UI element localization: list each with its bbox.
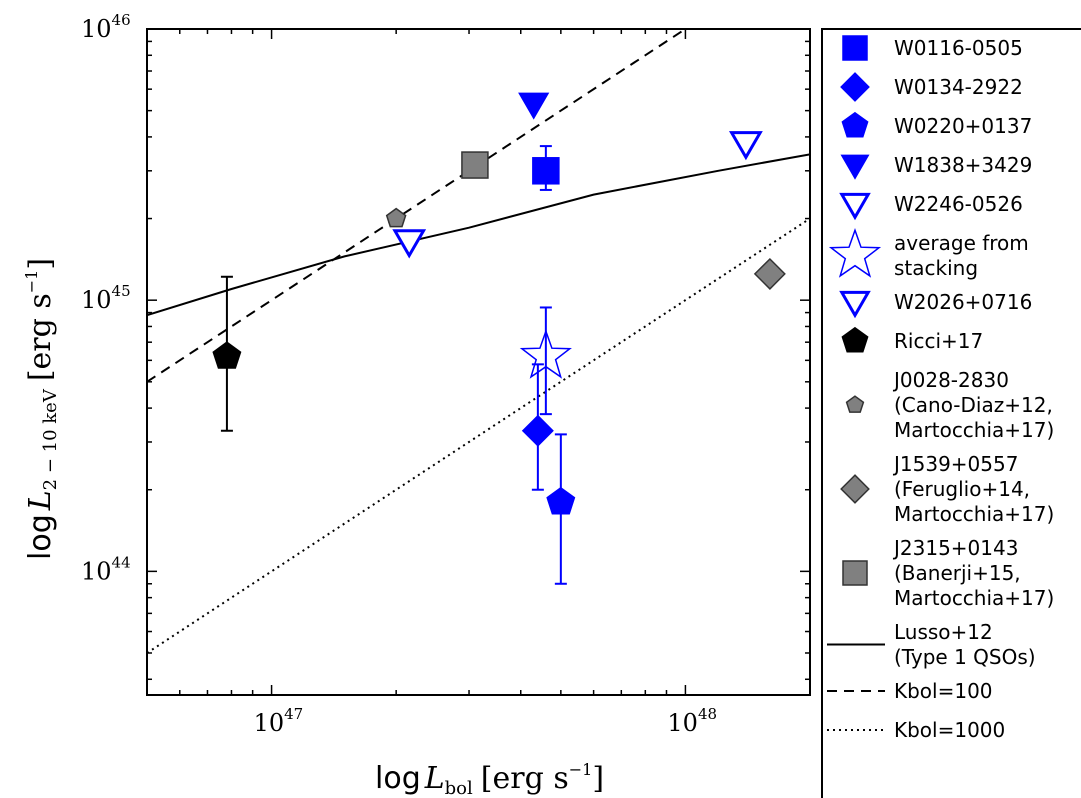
legend-triangle_down-icon [839, 290, 871, 319]
legend-label: (Cano-Diaz+12, [894, 393, 1053, 417]
legend-item-w1838-3429: W1838+3429 [840, 153, 1032, 180]
legend-label: Martocchia+17) [894, 418, 1054, 442]
legend-item-w2026-0716: W2026+0716 [839, 290, 1032, 319]
legend-item-j1539-0557: J1539+0557(Feruglio+14,Martocchia+17) [840, 452, 1054, 526]
legend-item-j0028-2830: J0028-2830(Cano-Diaz+12,Martocchia+17) [845, 368, 1054, 442]
legend-triangle_down-icon [839, 192, 871, 221]
data-points [212, 92, 786, 585]
line-lusso-12 [147, 153, 810, 317]
plot-frame [146, 28, 811, 696]
legend-label: stacking [894, 256, 978, 280]
legend-label: W0220+0137 [894, 114, 1032, 138]
point-w0116-0505 [532, 145, 560, 191]
legend: W0116-0505 W0134-2922 W0220+0137 W1838+3429… [821, 28, 1081, 798]
marker-w1838-3429 [518, 92, 550, 120]
marker-w0220-0137 [546, 486, 576, 515]
legend-item-lusso-12: Lusso+12(Type 1 QSOs) [827, 620, 1036, 669]
legend-label: (Feruglio+14, [894, 477, 1030, 501]
point-w1838-3429 [518, 92, 550, 120]
y-tick-label: 1046 [81, 11, 131, 43]
legend-label: Lusso+12 [894, 620, 993, 644]
x-axis-title: log Lbol [erg s−1] [375, 760, 604, 798]
marker-w0116-0505 [532, 157, 560, 185]
x-tick-label: 1048 [667, 705, 717, 737]
legend-label: Kbol=100 [894, 679, 993, 703]
legend-item-j2315-0143: J2315+0143(Banerji+15,Martocchia+17) [842, 536, 1054, 610]
point-w2246-0526 [728, 131, 763, 161]
x-tick-label: 1047 [254, 705, 304, 737]
point-average-from-stacking [519, 306, 572, 416]
marker-w2026-0716 [392, 229, 427, 259]
point-w0220-0137 [546, 433, 576, 585]
legend-label: (Banerji+15, [894, 561, 1021, 585]
marker-ricci-17 [212, 341, 242, 369]
legend-pentagon-icon [841, 326, 869, 353]
marker-w0134-2922 [521, 414, 554, 447]
legend-pentagon-icon [845, 395, 865, 413]
marker-j2315-0143 [461, 151, 489, 179]
line-kbol-100 [147, 29, 686, 383]
legend-item-ricci-17: Ricci+17 [841, 326, 983, 353]
legend-item-w0134-2922: W0134-2922 [840, 72, 1023, 102]
legend-label: W2026+0716 [894, 290, 1032, 314]
point-j1539-0557 [753, 257, 786, 290]
legend-label: J2315+0143 [892, 536, 1018, 560]
legend-item-w0220-0137: W0220+0137 [841, 111, 1032, 138]
point-w0134-2922 [521, 363, 554, 491]
point-j0028-2830 [385, 207, 407, 228]
legend-label: W2246-0526 [894, 192, 1023, 216]
y-axis-title: logL2 − 10 keV[erg s−1] [22, 258, 61, 560]
point-ricci-17 [212, 275, 242, 432]
legend-diamond-icon [840, 474, 870, 504]
legend-label: W0134-2922 [894, 75, 1023, 99]
legend-star-icon [828, 228, 882, 278]
legend-label: Ricci+17 [894, 329, 983, 353]
legend-pentagon-icon [841, 111, 869, 138]
legend-label: Kbol=1000 [894, 718, 1005, 742]
legend-label: average from [894, 231, 1029, 255]
point-w2026-0716 [392, 229, 427, 259]
reference-lines [147, 29, 810, 654]
y-tick-label: 1044 [81, 553, 131, 585]
legend-item-w2246-0526: W2246-0526 [839, 192, 1023, 221]
legend-item-kbol-1000: Kbol=1000 [827, 718, 1005, 742]
point-j2315-0143 [461, 151, 489, 179]
legend-label: W0116-0505 [894, 36, 1023, 60]
legend-triangle_down-icon [840, 154, 870, 180]
legend-square-icon [842, 560, 868, 586]
legend-item-kbol-100: Kbol=100 [827, 679, 993, 703]
marker-average-from-stacking [519, 329, 572, 379]
y-tick-label: 1045 [81, 282, 131, 314]
legend-diamond-icon [840, 72, 870, 102]
legend-label: Martocchia+17) [894, 502, 1054, 526]
axis-ticks: 1047 1048 1044 1045 1046 [81, 11, 810, 737]
legend-square-icon [842, 35, 868, 61]
marker-w2246-0526 [728, 131, 763, 161]
legend-label: Martocchia+17) [894, 586, 1054, 610]
line-kbol-1000 [147, 217, 810, 654]
legend-label: J0028-2830 [892, 368, 1009, 392]
legend-label: J1539+0557 [892, 452, 1018, 476]
legend-item-w0116-0505: W0116-0505 [842, 35, 1023, 61]
marker-j0028-2830 [385, 207, 407, 228]
legend-label: W1838+3429 [894, 153, 1032, 177]
legend-label: (Type 1 QSOs) [894, 645, 1036, 669]
marker-j1539-0557 [753, 257, 786, 290]
